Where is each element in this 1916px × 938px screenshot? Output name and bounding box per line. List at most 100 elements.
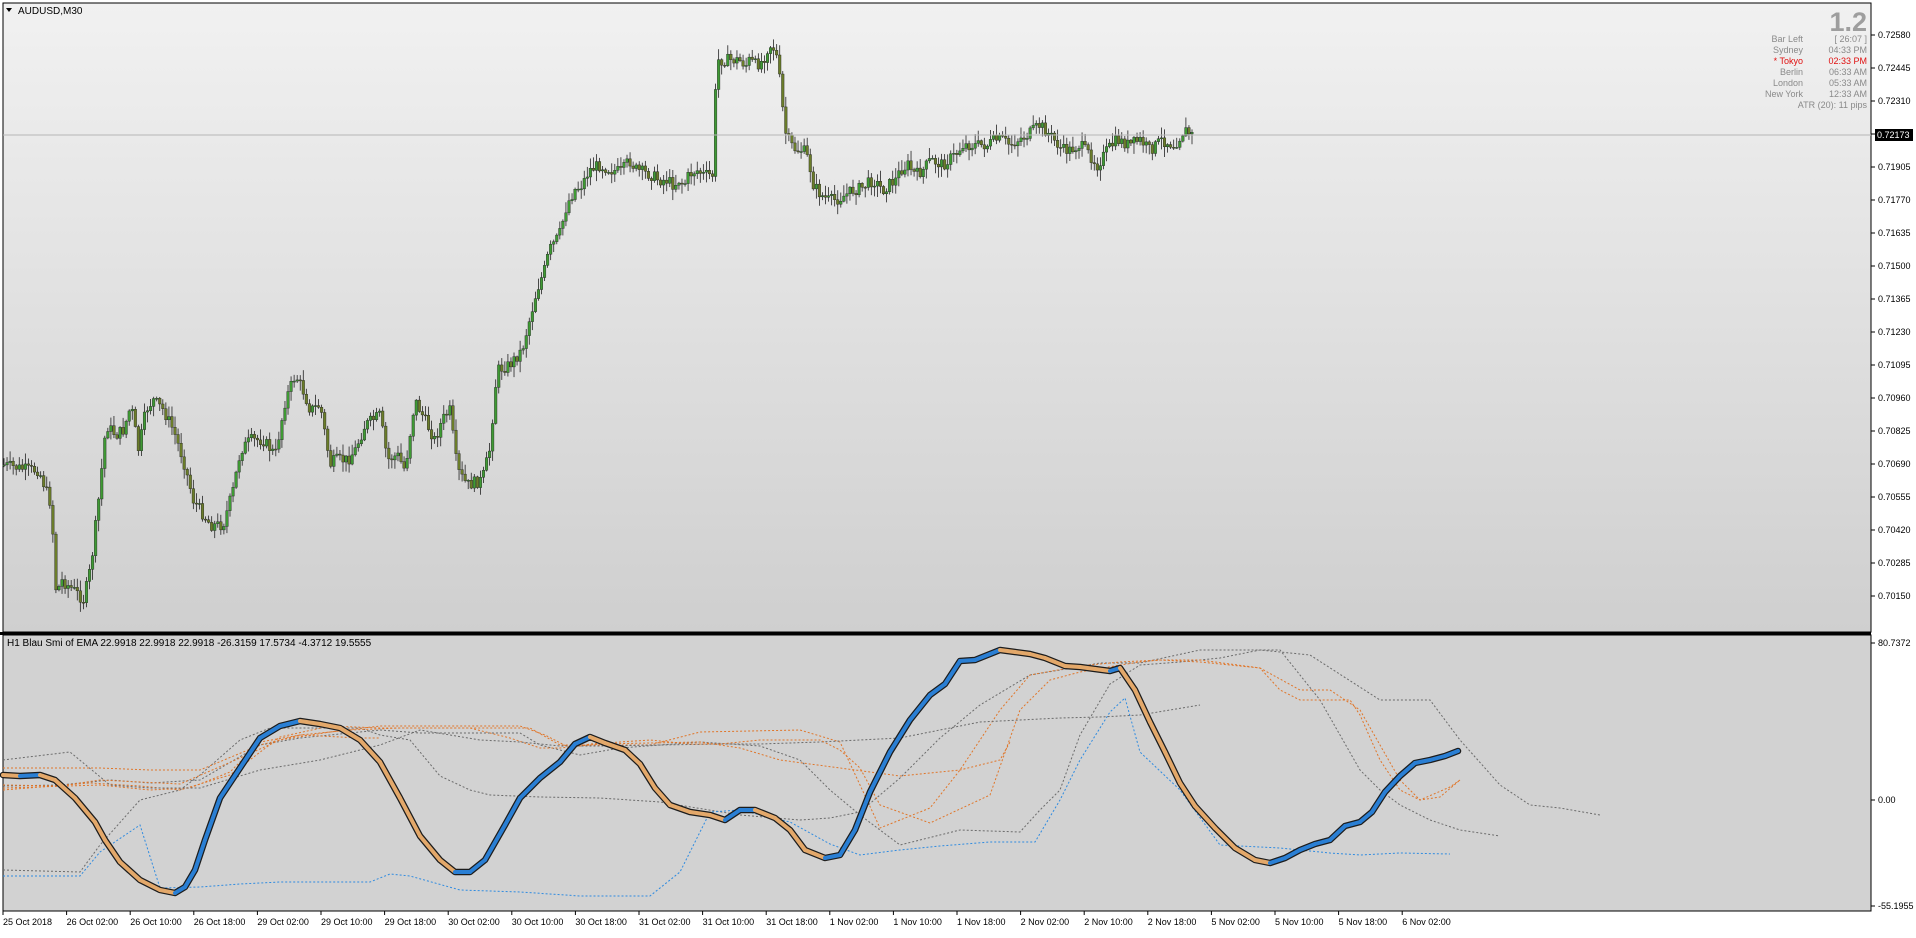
- candle-body: [857, 183, 861, 196]
- candle-body: [729, 53, 733, 60]
- candle-body: [88, 569, 92, 582]
- time-tick-label: 29 Oct 10:00: [321, 917, 373, 927]
- candle-body: [854, 193, 858, 196]
- candle-body: [45, 486, 49, 489]
- time-tick-label: 26 Oct 10:00: [130, 917, 182, 927]
- candle-body: [1089, 149, 1093, 163]
- candle-body: [851, 186, 855, 194]
- candle-body: [497, 364, 501, 388]
- candle-body: [289, 381, 293, 392]
- candle-body: [540, 277, 544, 290]
- candle-body: [1025, 138, 1029, 140]
- candle-body: [368, 415, 372, 421]
- price-tick-label: 0.71095: [1878, 360, 1911, 370]
- candle-body: [756, 58, 760, 70]
- candle-body: [365, 420, 369, 430]
- candle-body: [170, 416, 174, 428]
- smi-up-segment: [1383, 774, 1402, 794]
- candle-body: [866, 177, 870, 188]
- smi-down-segment: [1233, 846, 1257, 862]
- candle-body: [1190, 132, 1194, 135]
- candle-body: [408, 436, 412, 459]
- candle-body: [820, 195, 824, 198]
- candle-body: [906, 160, 910, 171]
- candle-body: [57, 586, 61, 591]
- candle-body: [897, 170, 901, 179]
- candle-body: [323, 412, 327, 430]
- candle-body: [668, 177, 672, 184]
- candle-body: [894, 177, 898, 186]
- indicator-label: H1 Blau Smi of EMA 22.9918 22.9918 22.99…: [7, 638, 372, 649]
- candle-body: [1175, 147, 1179, 149]
- candle-body: [827, 195, 831, 198]
- candle-body: [430, 429, 434, 440]
- smi-up-segment: [538, 760, 562, 780]
- candle-body: [503, 371, 507, 373]
- candle-body: [933, 158, 937, 165]
- candle-body: [100, 468, 104, 500]
- price-tick-label: 0.72445: [1878, 63, 1911, 73]
- candle-body: [875, 181, 879, 187]
- candle-body: [485, 457, 489, 471]
- symbol-header[interactable]: AUDUSD,M30: [6, 6, 83, 17]
- time-axis: 25 Oct 2018 26 Oct 02:00 26 Oct 10:00 26 Oc…: [2, 911, 1451, 927]
- smi-up-segment: [723, 808, 742, 822]
- candle-body: [793, 142, 797, 152]
- smi-down-segment: [298, 719, 322, 726]
- candle-body: [601, 169, 605, 172]
- signal-orange-line-b: [2, 659, 1461, 829]
- price-tick-label: 0.70960: [1878, 393, 1911, 403]
- candle-body: [1144, 141, 1148, 146]
- candle-body: [1187, 127, 1191, 135]
- candle-body: [769, 47, 773, 54]
- candle-body: [243, 441, 247, 454]
- candle-body: [475, 476, 479, 488]
- candle-body: [60, 579, 64, 587]
- candle-body: [396, 452, 400, 457]
- candle-body: [149, 406, 153, 411]
- candle-body: [283, 407, 287, 421]
- smi-down-segment: [1163, 750, 1182, 785]
- smi-down-segment: [653, 786, 672, 807]
- price-axis: 0.725800.724450.723100.720400.719050.717…: [1871, 30, 1911, 601]
- candle-body: [692, 173, 696, 177]
- candle-body: [998, 135, 1002, 141]
- candle-body: [1153, 141, 1157, 154]
- candle-body: [576, 188, 580, 191]
- candle-body: [384, 425, 388, 449]
- candle-body: [112, 425, 116, 435]
- price-tick-label: 0.72580: [1878, 30, 1911, 40]
- time-tick-label: 2 Nov 10:00: [1084, 917, 1133, 927]
- candle-body: [1169, 144, 1173, 148]
- session-time: 12:33 AM: [1829, 89, 1867, 99]
- candle-body: [155, 398, 159, 400]
- price-pane[interactable]: AUDUSD,M30 1.2 Bar Left [ 26:07 ] Sydney 04…: [2, 2, 1872, 633]
- candle-body: [26, 463, 30, 466]
- candle-body: [439, 423, 443, 438]
- candle-body: [1034, 123, 1038, 126]
- candle-body: [799, 151, 803, 153]
- indicator-pane[interactable]: H1 Blau Smi of EMA 22.9918 22.9918 22.99…: [0, 634, 1872, 912]
- candle-body: [1031, 124, 1035, 129]
- candle-body: [1062, 143, 1066, 148]
- candle-body: [222, 526, 226, 531]
- candle-body: [714, 89, 718, 177]
- candle-body: [115, 434, 119, 439]
- candle-body: [814, 183, 818, 190]
- candle-body: [268, 439, 272, 451]
- candle-body: [1043, 122, 1047, 136]
- triangle-down-icon[interactable]: [6, 8, 12, 12]
- candle-body: [109, 425, 113, 432]
- price-tick-label: 0.70690: [1878, 459, 1911, 469]
- candle-body: [549, 243, 553, 255]
- candle-body: [625, 158, 629, 163]
- candle-body: [555, 234, 559, 242]
- price-tick-label: 0.70420: [1878, 525, 1911, 535]
- candle-body: [1181, 135, 1185, 142]
- candle-body: [1086, 144, 1090, 151]
- candle-body: [491, 423, 495, 452]
- candle-body: [350, 454, 354, 465]
- candle-body: [417, 399, 421, 412]
